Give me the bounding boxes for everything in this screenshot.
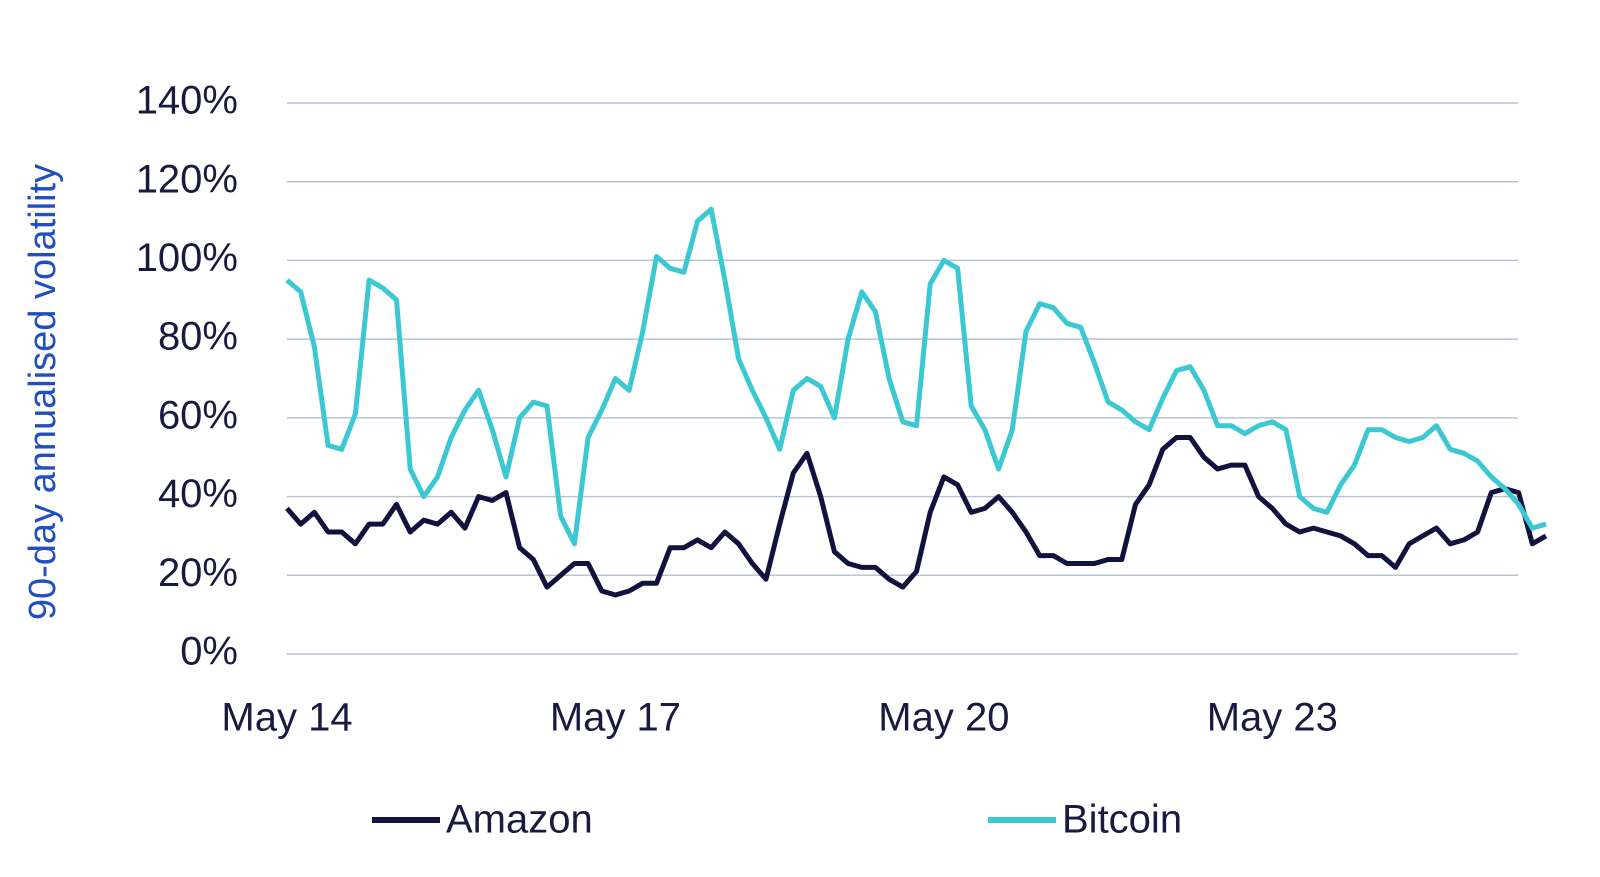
legend-label: Amazon: [446, 798, 593, 842]
y-tick-label: 80%: [158, 315, 238, 359]
x-tick-label: May 17: [550, 696, 681, 740]
y-tick-label: 0%: [180, 630, 238, 674]
x-tick-label: May 14: [221, 696, 352, 740]
x-tick-label: May 20: [878, 696, 1009, 740]
x-tick-label: May 23: [1207, 696, 1338, 740]
y-axis-label: 90-day annualised volatility: [22, 164, 64, 620]
y-tick-label: 60%: [158, 393, 238, 437]
y-tick-label: 100%: [136, 236, 238, 280]
y-tick-label: 20%: [158, 551, 238, 595]
y-tick-label: 40%: [158, 472, 238, 516]
series-line: [285, 206, 1547, 547]
y-tick-label: 140%: [136, 79, 238, 123]
series-line: [285, 435, 1548, 598]
y-tick-label: 120%: [136, 157, 238, 201]
legend-label: Bitcoin: [1062, 798, 1182, 842]
